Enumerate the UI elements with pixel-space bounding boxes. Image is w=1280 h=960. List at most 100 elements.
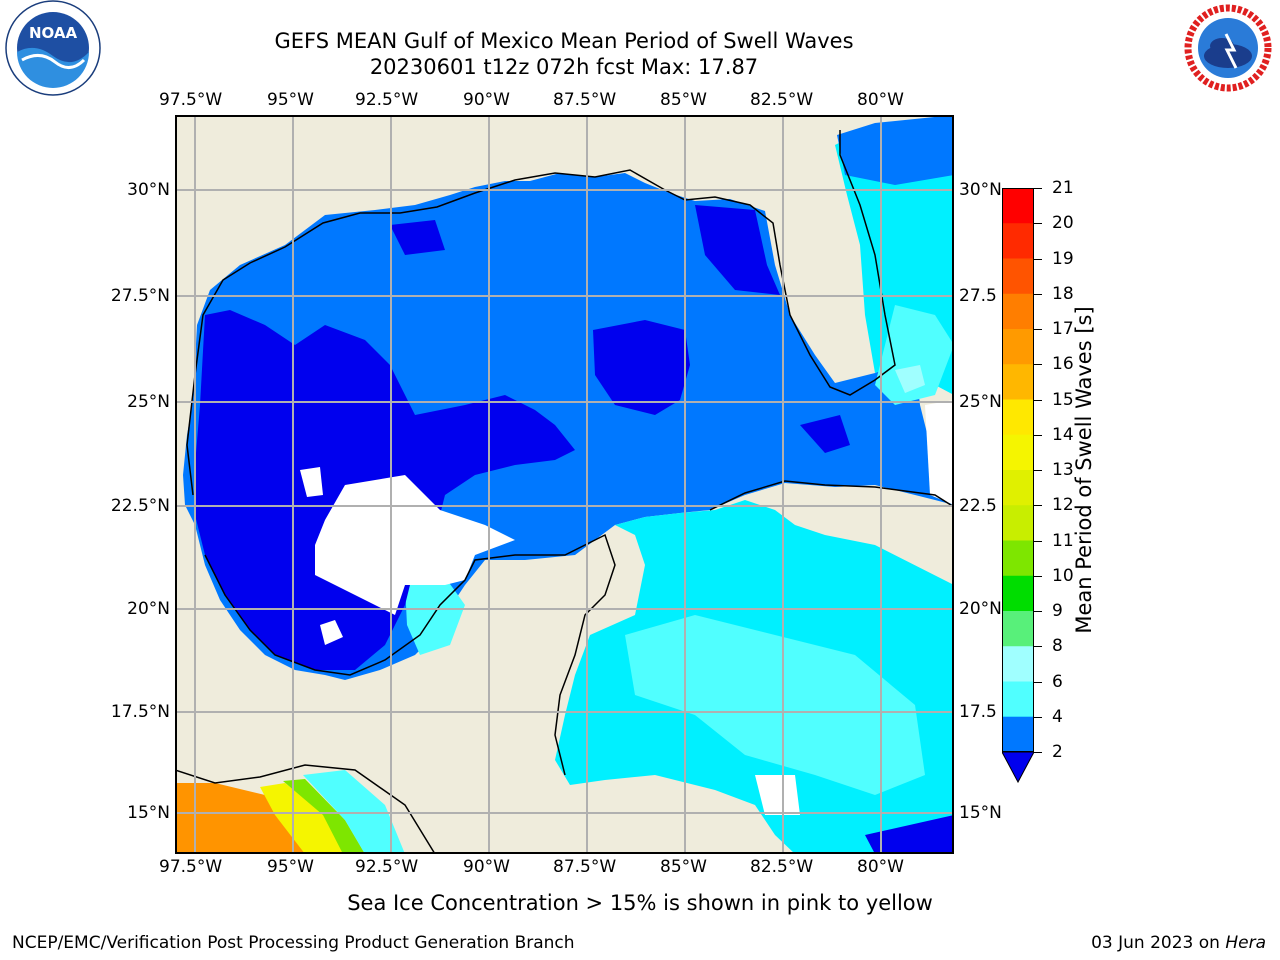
chart-subtitle: 20230601 t12z 072h fcst Max: 17.87: [369, 55, 759, 79]
colorbar-tick-mark: [1034, 575, 1042, 577]
lon-tick-bottom: 97.5°W: [159, 857, 223, 877]
colorbar-tick-label: 17: [1052, 319, 1074, 339]
lat-tick-right: 25°N: [959, 392, 1002, 412]
lat-tick-left: 20°N: [127, 599, 170, 619]
noaa-logo-text: NOAA: [29, 24, 78, 42]
colorbar-tick-mark: [1034, 681, 1042, 683]
lon-tick-bottom: 82.5°W: [750, 857, 814, 877]
colorbar-swatch: [1002, 611, 1034, 647]
pacific-yellow-band: [260, 783, 345, 854]
lat-tick-left: 25°N: [127, 392, 170, 412]
dark-region-ne: [695, 205, 780, 295]
colorbar-swatch: [1002, 540, 1034, 577]
colorbar-tick-label: 2: [1052, 742, 1063, 762]
footer-host: Hera: [1225, 933, 1266, 953]
lat-tick-right: 17.5: [959, 702, 997, 722]
colorbar-swatch: [1002, 575, 1034, 612]
lon-tick-top: 95°W: [267, 90, 314, 110]
lat-tick-right: 27.5: [959, 286, 997, 306]
dark-region-se: [800, 415, 850, 453]
graticule: [175, 115, 954, 854]
lightcyan-patch: [895, 365, 925, 393]
colorbar-tick-label: 6: [1052, 671, 1063, 692]
lon-tick-top: 80°W: [857, 90, 904, 110]
colorbar-swatch: [1002, 399, 1034, 436]
lon-tick-top: 92.5°W: [355, 90, 419, 110]
lon-tick-bottom: 85°W: [660, 857, 707, 877]
colorbar-tick-mark: [1034, 434, 1042, 436]
colorbar-extend: [1001, 751, 1035, 784]
dark-region-central: [593, 320, 690, 415]
colorbar-tick-mark: [1034, 611, 1042, 612]
footer-left: NCEP/EMC/Verification Post Processing Pr…: [12, 933, 575, 953]
colorbar-tick-label: 20: [1052, 213, 1074, 234]
colorbar-swatch: [1002, 470, 1034, 506]
colorbar-tick-label: 11: [1052, 530, 1074, 551]
coastline-central-america: [174, 764, 436, 855]
colorbar-tick-label: 16: [1052, 354, 1074, 375]
colorbar-swatch: [1002, 364, 1034, 400]
lon-tick-top: 97.5°W: [159, 90, 223, 110]
lat-tick-left: 27.5°N: [110, 286, 170, 306]
colorbar-tick-mark: [1034, 505, 1042, 507]
footer-date: 03 Jun 2023 on: [1091, 933, 1226, 953]
colorbar-swatch: [1002, 646, 1034, 682]
colorbar-tick-mark: [1034, 364, 1042, 366]
colorbar-tick-label: 9: [1052, 601, 1063, 621]
colorbar-swatch: [1002, 716, 1034, 752]
colorbar-tick-mark: [1034, 399, 1042, 401]
colorbar-tick-mark: [1034, 293, 1042, 295]
lat-tick-right: 20°N: [959, 599, 1002, 619]
colorbar-label: Mean Period of Swell Waves [s]: [1072, 306, 1096, 634]
colorbar-tick-mark: [1034, 470, 1042, 471]
colorbar-tick-label: 4: [1052, 706, 1063, 727]
colorbar-swatch: [1002, 293, 1034, 330]
missing-data-3: [320, 620, 343, 645]
sea-ice-note: Sea Ice Concentration > 15% is shown in …: [347, 891, 933, 915]
colorbar-tick-mark: [1034, 646, 1042, 648]
colorbar-tick-mark: [1034, 752, 1042, 753]
dark-region-caribbean: [865, 815, 954, 854]
colorbar-swatch: [1002, 505, 1034, 541]
map-frame: [175, 115, 954, 854]
lat-tick-left: 15°N: [127, 803, 170, 823]
colorbar-tick-label: 19: [1052, 248, 1074, 269]
lon-tick-bottom: 87.5°W: [553, 857, 617, 877]
lon-tick-top: 85°W: [660, 90, 707, 110]
colorbar-tick-mark: [1034, 188, 1042, 189]
missing-data-4: [925, 400, 954, 505]
coastline-cuba: [709, 480, 955, 511]
colorbar-tick-mark: [1034, 258, 1042, 260]
lon-tick-bottom: 95°W: [267, 857, 314, 877]
colorbar-tick-label: 8: [1052, 636, 1063, 657]
lon-tick-top: 82.5°W: [750, 90, 814, 110]
colorbar-swatch: [1002, 434, 1034, 471]
lon-tick-bottom: 80°W: [857, 857, 904, 877]
map-svg: [174, 115, 955, 855]
colorbar-frame: [1002, 188, 1034, 752]
colorbar-tick-mark: [1034, 223, 1042, 225]
footer-right: 03 Jun 2023 on Hera: [1091, 933, 1266, 953]
pacific-green-band: [283, 779, 365, 854]
colorbar-tick-label: 21: [1052, 178, 1074, 198]
colorbar-tick-label: 12: [1052, 495, 1074, 516]
colorbar-swatch: [1002, 188, 1034, 224]
colorbar-swatch: [1002, 681, 1034, 718]
lon-tick-top: 90°W: [463, 90, 510, 110]
colorbar-swatch: [1002, 329, 1034, 365]
lat-tick-right: 22.5: [959, 496, 997, 516]
cyan-patch-2: [875, 305, 954, 405]
coastline-yucatan: [204, 533, 616, 776]
lon-tick-bottom: 92.5°W: [355, 857, 419, 877]
lon-tick-bottom: 90°W: [463, 857, 510, 877]
colorbar-tick-label: 10: [1052, 565, 1074, 586]
colorbar-tick-mark: [1034, 716, 1042, 718]
atlantic-band: [837, 115, 954, 185]
lon-tick-top: 87.5°W: [553, 90, 617, 110]
colorbar-tick-label: 14: [1052, 424, 1074, 445]
lat-tick-left: 22.5°N: [110, 496, 170, 516]
lat-tick-right: 15°N: [959, 803, 1002, 823]
missing-data-5: [755, 775, 800, 815]
cyan-patch-1: [625, 615, 925, 795]
colorbar-tick-mark: [1034, 329, 1042, 330]
